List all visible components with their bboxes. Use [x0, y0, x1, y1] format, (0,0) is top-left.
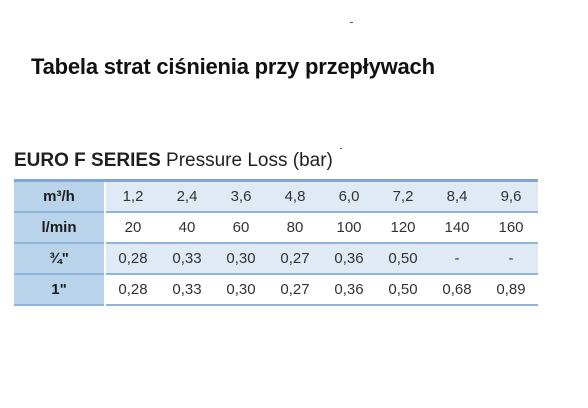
table-cell: 0,36 [322, 243, 376, 274]
scan-speck [340, 148, 342, 149]
scan-speck [350, 22, 353, 23]
page-heading: Tabela strat ciśnienia przy przepływach [31, 54, 435, 79]
table-cell: 0,36 [322, 274, 376, 305]
table-cell: 0,50 [376, 243, 430, 274]
table-cell: 0,28 [105, 274, 160, 305]
row-label: l/min [14, 212, 106, 243]
table-cell: 2,4 [160, 180, 214, 212]
pressure-loss-table: m³/h 1,2 2,4 3,6 4,8 6,0 7,2 8,4 9,6 l/m… [14, 179, 538, 306]
table-cell: 4,8 [268, 180, 322, 212]
table-cell: 0,27 [268, 274, 322, 305]
table-cell: 40 [160, 212, 214, 243]
row-label: 1" [14, 274, 106, 305]
table-cell: 160 [484, 212, 538, 243]
table-cell: 0,30 [214, 243, 268, 274]
table-cell: 140 [430, 212, 484, 243]
table-cell: 100 [322, 212, 376, 243]
table-cell: 0,33 [160, 243, 214, 274]
table-cell: 120 [376, 212, 430, 243]
table-title-series: EURO F SERIES [14, 150, 161, 171]
table-cell: 1,2 [105, 180, 160, 212]
table-cell: 3,6 [214, 180, 268, 212]
table-cell: 0,50 [376, 274, 430, 305]
table-cell: 0,33 [160, 274, 214, 305]
table-cell: 0,27 [268, 243, 322, 274]
table-cell: 80 [268, 212, 322, 243]
row-label: ¾" [14, 243, 106, 274]
table-cell: - [484, 243, 538, 274]
table-cell: 6,0 [322, 180, 376, 212]
table-cell: 0,68 [430, 274, 484, 305]
table-cell: - [430, 243, 484, 274]
row-label: m³/h [14, 180, 106, 212]
table-row-three-quarter-inch: ¾" 0,28 0,33 0,30 0,27 0,36 0,50 - - [14, 243, 538, 274]
table-row-one-inch: 1" 0,28 0,33 0,30 0,27 0,36 0,50 0,68 0,… [14, 274, 538, 305]
table-cell: 7,2 [376, 180, 430, 212]
table-title: EURO F SERIES Pressure Loss (bar) [14, 150, 333, 172]
table-cell: 9,6 [484, 180, 538, 212]
table-cell: 8,4 [430, 180, 484, 212]
table-row-flow-lmin: l/min 20 40 60 80 100 120 140 160 [14, 212, 538, 243]
table-cell: 0,28 [105, 243, 160, 274]
table-cell: 20 [105, 212, 160, 243]
table-cell: 0,89 [484, 274, 538, 305]
table-row-flow-m3h: m³/h 1,2 2,4 3,6 4,8 6,0 7,2 8,4 9,6 [14, 180, 538, 212]
table-title-rest: Pressure Loss (bar) [166, 150, 333, 171]
table-cell: 0,30 [214, 274, 268, 305]
table-cell: 60 [214, 212, 268, 243]
